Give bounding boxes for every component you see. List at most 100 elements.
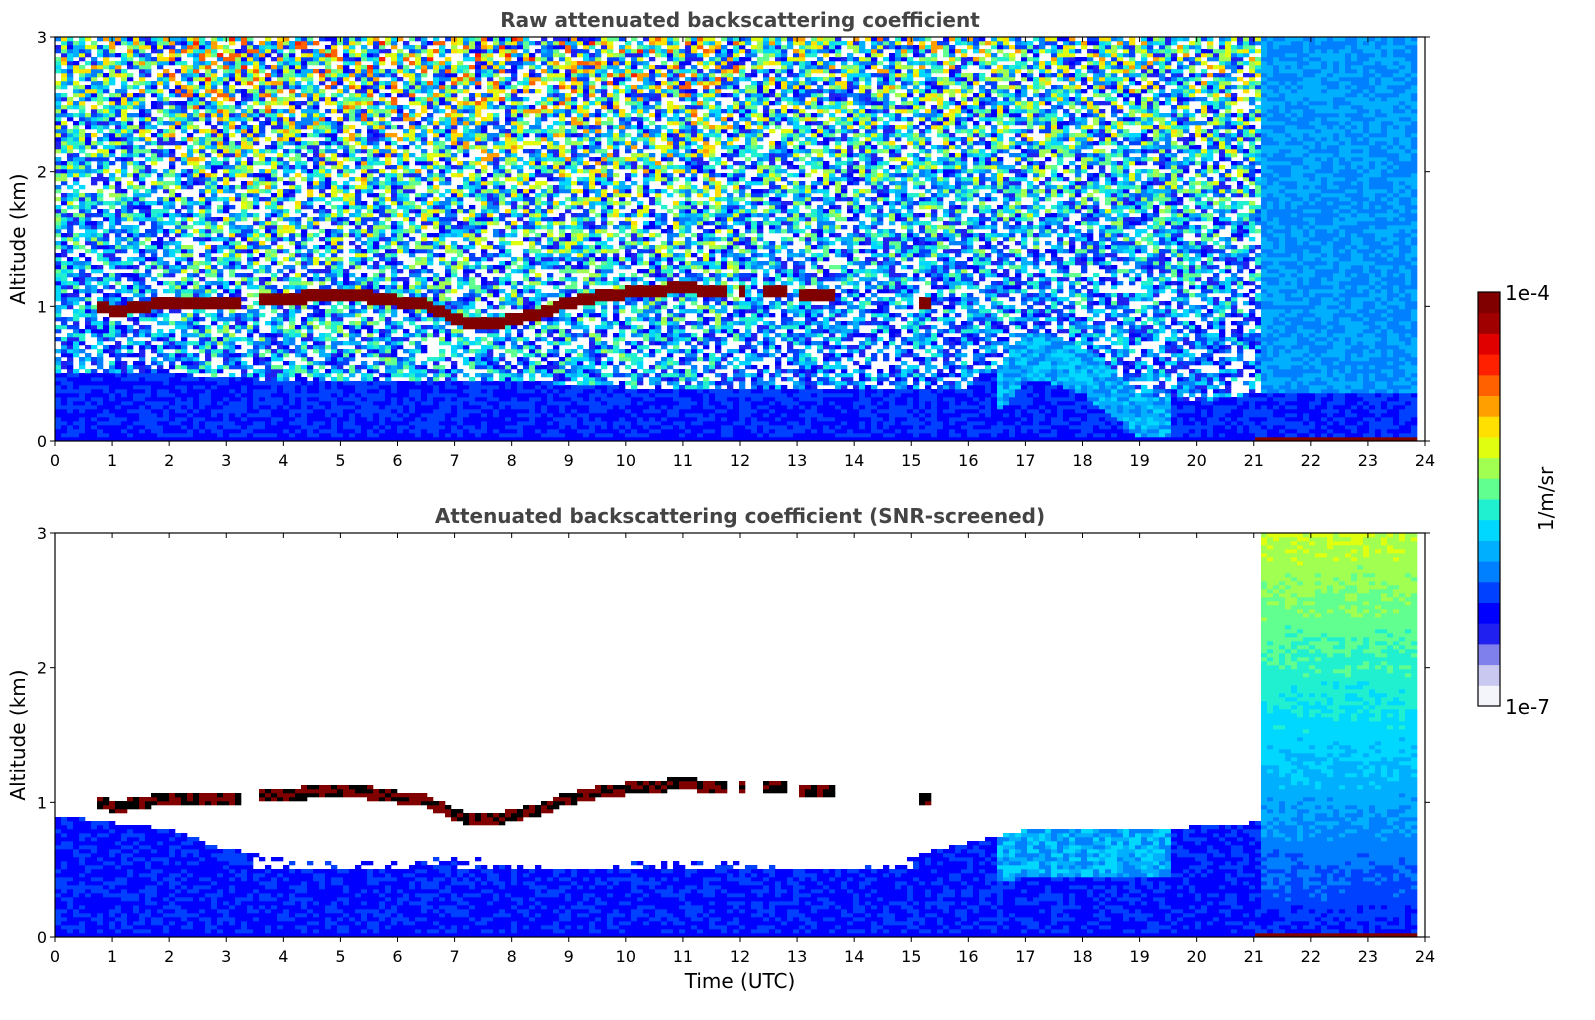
heatmap-cell: [289, 125, 295, 129]
heatmap-cell: [277, 345, 283, 349]
heatmap-cell: [199, 57, 205, 61]
heatmap-cell: [397, 433, 403, 437]
heatmap-cell: [409, 81, 415, 85]
heatmap-cell: [349, 201, 355, 205]
heatmap-cell: [205, 261, 211, 265]
heatmap-cell: [187, 353, 193, 357]
heatmap-cell: [217, 337, 223, 341]
heatmap-cell: [271, 181, 277, 185]
heatmap-cell: [307, 373, 313, 377]
heatmap-cell: [223, 149, 229, 153]
heatmap-cell: [229, 333, 235, 337]
heatmap-cell: [409, 77, 415, 81]
heatmap-cell: [307, 81, 313, 85]
heatmap-cell: [385, 245, 391, 249]
heatmap-cell: [361, 165, 367, 169]
heatmap-cell: [73, 325, 79, 329]
heatmap-cell: [139, 253, 145, 257]
heatmap-cell: [127, 61, 133, 65]
heatmap-cell: [67, 365, 73, 369]
heatmap-cell: [271, 113, 277, 117]
heatmap-cell: [205, 85, 211, 89]
heatmap-cell: [205, 269, 211, 273]
heatmap-cell: [415, 373, 421, 377]
heatmap-cell: [85, 145, 91, 149]
heatmap-cell: [313, 361, 319, 365]
heatmap-cell: [97, 245, 103, 249]
heatmap-cell: [367, 101, 373, 105]
heatmap-cell: [319, 161, 325, 165]
heatmap-cell: [343, 369, 349, 373]
heatmap-cell: [343, 69, 349, 73]
heatmap-cell: [145, 189, 151, 193]
heatmap-cell: [397, 345, 403, 349]
heatmap-cell: [271, 341, 277, 345]
heatmap-cell: [163, 213, 169, 217]
heatmap-cell: [133, 53, 139, 57]
heatmap-cell: [325, 409, 331, 413]
heatmap-cell: [277, 341, 283, 345]
heatmap-cell: [271, 377, 277, 381]
heatmap-cell: [115, 429, 121, 433]
heatmap-cell: [151, 233, 157, 237]
heatmap-cell: [307, 289, 313, 293]
heatmap-cell: [301, 357, 307, 361]
heatmap-cell: [343, 141, 349, 145]
heatmap-cell: [361, 37, 367, 41]
heatmap-cell: [403, 381, 409, 385]
heatmap-cell: [205, 257, 211, 261]
heatmap-cell: [409, 389, 415, 393]
heatmap-cell: [163, 185, 169, 189]
heatmap-cell: [301, 341, 307, 345]
heatmap-cell: [91, 397, 97, 401]
heatmap-cell: [385, 113, 391, 117]
heatmap-cell: [301, 425, 307, 429]
heatmap-cell: [289, 65, 295, 69]
heatmap-cell: [187, 117, 193, 121]
heatmap-cell: [349, 125, 355, 129]
heatmap-cell: [91, 125, 97, 129]
heatmap-cell: [331, 93, 337, 97]
heatmap-cell: [247, 385, 253, 389]
heatmap-cell: [397, 109, 403, 113]
heatmap-cell: [163, 37, 169, 41]
heatmap-cell: [181, 401, 187, 405]
heatmap-cell: [127, 65, 133, 69]
heatmap-cell: [325, 61, 331, 65]
heatmap-cell: [367, 141, 373, 145]
heatmap-cell: [115, 217, 121, 221]
heatmap-cell: [337, 317, 343, 321]
heatmap-cell: [235, 241, 241, 245]
heatmap-cell: [391, 141, 397, 145]
heatmap-cell: [253, 261, 259, 265]
heatmap-cell: [343, 289, 349, 293]
heatmap-cell: [379, 405, 385, 409]
heatmap-cell: [139, 221, 145, 225]
heatmap-cell: [373, 205, 379, 209]
heatmap-cell: [163, 369, 169, 373]
heatmap-cell: [265, 137, 271, 141]
heatmap-cell: [247, 205, 253, 209]
heatmap-cell: [163, 377, 169, 381]
heatmap-cell: [349, 261, 355, 265]
heatmap-cell: [355, 261, 361, 265]
heatmap-cell: [307, 337, 313, 341]
heatmap-cell: [403, 65, 409, 69]
heatmap-cell: [421, 193, 427, 197]
heatmap-cell: [259, 417, 265, 421]
heatmap-cell: [133, 401, 139, 405]
heatmap-cell: [229, 305, 235, 309]
heatmap-cell: [367, 41, 373, 45]
heatmap-cell: [103, 165, 109, 169]
heatmap-cell: [253, 53, 259, 57]
heatmap-cell: [217, 165, 223, 169]
heatmap-cell: [229, 105, 235, 109]
heatmap-cell: [277, 325, 283, 329]
heatmap-cell: [409, 289, 415, 293]
heatmap-cell: [259, 285, 265, 289]
heatmap-cell: [265, 381, 271, 385]
heatmap-cell: [289, 281, 295, 285]
heatmap-cell: [127, 93, 133, 97]
heatmap-cell: [169, 161, 175, 165]
heatmap-cell: [367, 189, 373, 193]
